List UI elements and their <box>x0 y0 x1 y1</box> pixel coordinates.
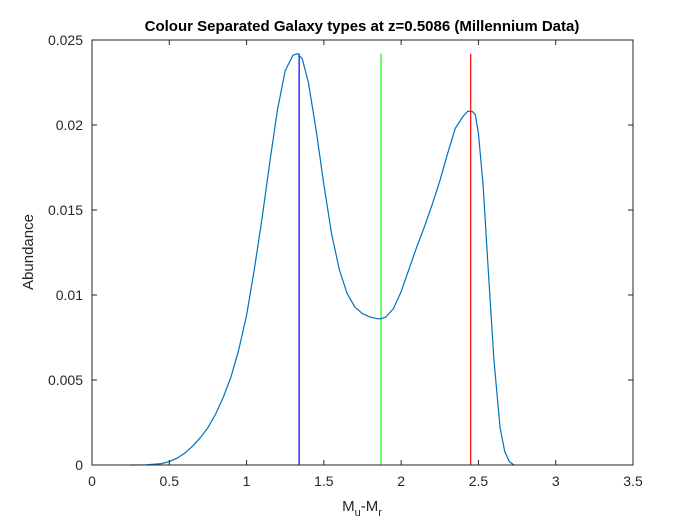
y-tick-label: 0.01 <box>56 287 83 303</box>
x-tick-label: 3.5 <box>623 473 643 489</box>
y-tick-label: 0.025 <box>48 32 83 48</box>
series-line-1 <box>130 52 515 466</box>
x-axis-label: Mu-Mr <box>342 498 382 519</box>
plot-area <box>92 40 633 465</box>
series-layer <box>130 52 515 466</box>
x-axis-label-subscript-u: u <box>355 507 361 519</box>
x-axis-label-subscript-r: r <box>378 507 382 519</box>
x-tick-label: 0.5 <box>160 473 180 489</box>
x-tick-label: 1 <box>243 473 251 489</box>
x-axis-label-main: M <box>342 498 355 515</box>
y-axis-label: Abundance <box>20 214 37 290</box>
x-ticks-layer: 0 0.5 1 1.5 2 2.5 3 3.5 <box>88 40 643 489</box>
y-ticks-layer: 0 0.005 0.01 0.015 0.02 0.025 <box>48 32 633 473</box>
y-tick-label: 0.015 <box>48 202 83 218</box>
x-tick-label: 2 <box>397 473 405 489</box>
y-tick-label: 0.005 <box>48 372 83 388</box>
plot-border <box>91 39 634 466</box>
x-tick-label: 1.5 <box>314 473 334 489</box>
y-tick-label: 0 <box>75 457 83 473</box>
x-tick-label: 0 <box>88 473 96 489</box>
vertical-lines-layer <box>298 53 472 465</box>
y-tick-label: 0.02 <box>56 117 83 133</box>
x-axis-label-mid: -M <box>361 498 379 515</box>
x-tick-label: 2.5 <box>469 473 489 489</box>
x-tick-label: 3 <box>552 473 560 489</box>
chart-title: Colour Separated Galaxy types at z=0.508… <box>145 18 580 35</box>
